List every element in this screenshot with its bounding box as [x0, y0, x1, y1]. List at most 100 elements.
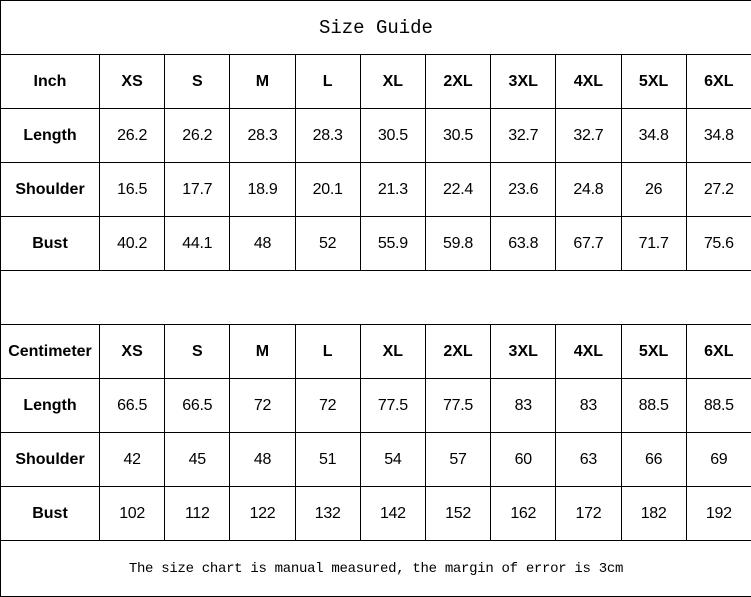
table-cell: 75.6: [686, 217, 751, 271]
size-header: XS: [100, 55, 165, 109]
table-cell: 48: [230, 433, 295, 487]
unit-label: Centimeter: [1, 325, 100, 379]
size-header: 5XL: [621, 55, 686, 109]
table-cell: 66.5: [165, 379, 230, 433]
table-cell: 26.2: [100, 109, 165, 163]
table-cell: 60: [491, 433, 556, 487]
size-header: 4XL: [556, 55, 621, 109]
table-cell: 30.5: [425, 109, 490, 163]
table-cell: 24.8: [556, 163, 621, 217]
table-cell: 88.5: [686, 379, 751, 433]
table-cell: 63: [556, 433, 621, 487]
table-cell: 52: [295, 217, 360, 271]
row-label: Shoulder: [1, 433, 100, 487]
table-cell: 28.3: [295, 109, 360, 163]
table-cell: 112: [165, 487, 230, 541]
size-header: 6XL: [686, 325, 751, 379]
size-header: M: [230, 55, 295, 109]
table-cell: 72: [230, 379, 295, 433]
table-cell: 69: [686, 433, 751, 487]
size-header: L: [295, 325, 360, 379]
table-cell: 77.5: [425, 379, 490, 433]
table-cell: 48: [230, 217, 295, 271]
table-cell: 23.6: [491, 163, 556, 217]
size-header: 6XL: [686, 55, 751, 109]
table-cell: 66.5: [100, 379, 165, 433]
table-cell: 17.7: [165, 163, 230, 217]
table-cell: 162: [491, 487, 556, 541]
table-cell: 45: [165, 433, 230, 487]
size-header: S: [165, 55, 230, 109]
table-cell: 88.5: [621, 379, 686, 433]
table-cell: 55.9: [360, 217, 425, 271]
size-header: XL: [360, 325, 425, 379]
table-cell: 67.7: [556, 217, 621, 271]
size-header: 5XL: [621, 325, 686, 379]
table-cell: 34.8: [621, 109, 686, 163]
table-cell: 132: [295, 487, 360, 541]
table-cell: 27.2: [686, 163, 751, 217]
row-label: Length: [1, 379, 100, 433]
row-label: Length: [1, 109, 100, 163]
measurement-note: The size chart is manual measured, the m…: [1, 541, 751, 597]
table-cell: 26.2: [165, 109, 230, 163]
table-cell: 71.7: [621, 217, 686, 271]
table-cell: 18.9: [230, 163, 295, 217]
table-cell: 66: [621, 433, 686, 487]
table-cell: 22.4: [425, 163, 490, 217]
table-cell: 72: [295, 379, 360, 433]
table-cell: 63.8: [491, 217, 556, 271]
size-header: 2XL: [425, 325, 490, 379]
size-header: L: [295, 55, 360, 109]
size-header: XS: [100, 325, 165, 379]
page-title: Size Guide: [1, 1, 751, 55]
size-header: XL: [360, 55, 425, 109]
table-cell: 30.5: [360, 109, 425, 163]
table-cell: 57: [425, 433, 490, 487]
table-cell: 34.8: [686, 109, 751, 163]
table-cell: 32.7: [491, 109, 556, 163]
table-cell: 122: [230, 487, 295, 541]
table-cell: 152: [425, 487, 490, 541]
table-cell: 54: [360, 433, 425, 487]
size-header: 3XL: [491, 325, 556, 379]
table-cell: 28.3: [230, 109, 295, 163]
table-cell: 21.3: [360, 163, 425, 217]
table-cell: 20.1: [295, 163, 360, 217]
table-cell: 182: [621, 487, 686, 541]
table-cell: 77.5: [360, 379, 425, 433]
row-label: Bust: [1, 217, 100, 271]
spacer-row: [1, 271, 751, 325]
table-cell: 16.5: [100, 163, 165, 217]
size-header: M: [230, 325, 295, 379]
table-cell: 44.1: [165, 217, 230, 271]
size-header: 4XL: [556, 325, 621, 379]
size-header: 3XL: [491, 55, 556, 109]
table-cell: 102: [100, 487, 165, 541]
table-cell: 142: [360, 487, 425, 541]
size-header: 2XL: [425, 55, 490, 109]
size-header: S: [165, 325, 230, 379]
row-label: Shoulder: [1, 163, 100, 217]
table-cell: 26: [621, 163, 686, 217]
table-cell: 83: [556, 379, 621, 433]
unit-label: Inch: [1, 55, 100, 109]
table-cell: 83: [491, 379, 556, 433]
table-cell: 42: [100, 433, 165, 487]
table-cell: 40.2: [100, 217, 165, 271]
table-cell: 59.8: [425, 217, 490, 271]
table-cell: 32.7: [556, 109, 621, 163]
row-label: Bust: [1, 487, 100, 541]
table-cell: 192: [686, 487, 751, 541]
table-cell: 172: [556, 487, 621, 541]
table-cell: 51: [295, 433, 360, 487]
